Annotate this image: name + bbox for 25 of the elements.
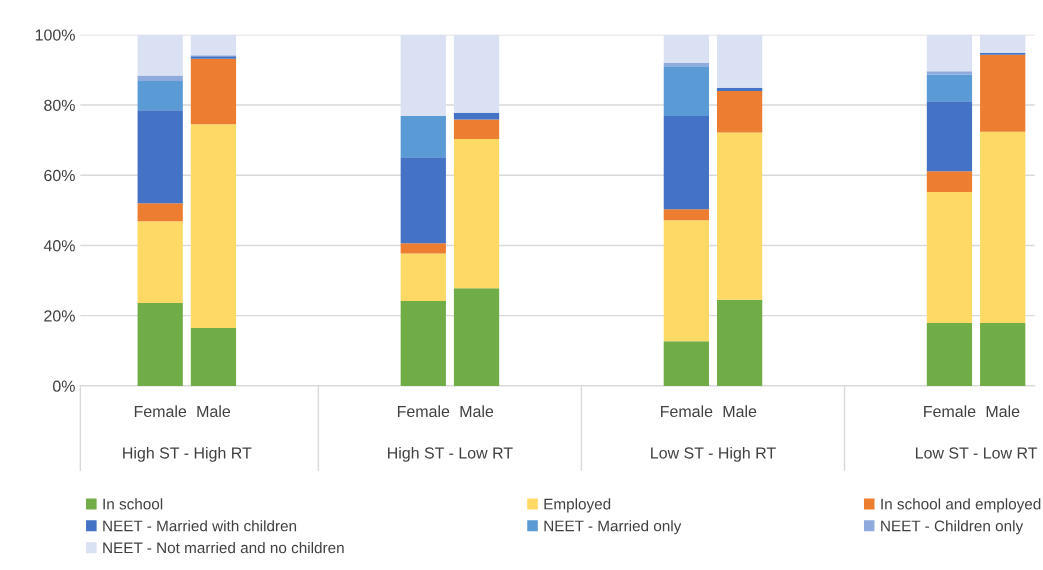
- legend-label: In school: [103, 498, 163, 510]
- text: Low ST - Low RT: [915, 447, 1038, 459]
- x-tick-label: Male: [986, 405, 1020, 418]
- y-tick-label: 80%: [44, 99, 75, 111]
- x-tick-label: Male: [460, 405, 494, 418]
- x-tick-label: Female: [397, 405, 450, 418]
- y-tick-label: 60%: [44, 169, 75, 182]
- y-tick-label: 40%: [43, 240, 75, 252]
- legend-label: NEET - Married with children: [103, 520, 297, 532]
- legend-label: In school and employed: [881, 498, 1041, 513]
- text: High ST - Low RT: [388, 446, 513, 462]
- legend-label: NEET - Not married and no children: [103, 542, 344, 554]
- y-tick-label: 0%: [52, 380, 75, 392]
- text: Low ST - High RT: [651, 446, 776, 462]
- x-tick-label: Female: [924, 405, 976, 418]
- y-tick-label: 20%: [44, 310, 75, 322]
- legend-label: Employed: [544, 498, 611, 513]
- x-tick-label: Male: [723, 405, 757, 418]
- text: High ST - High RT: [123, 446, 252, 462]
- legend-label: NEET - Married only: [544, 520, 682, 535]
- legend-label: NEET - Children only: [881, 520, 1024, 535]
- x-tick-label: Female: [134, 405, 187, 418]
- y-tick-label: 100%: [35, 29, 75, 41]
- x-tick-label: Male: [197, 405, 231, 418]
- x-tick-label: Female: [661, 405, 713, 418]
